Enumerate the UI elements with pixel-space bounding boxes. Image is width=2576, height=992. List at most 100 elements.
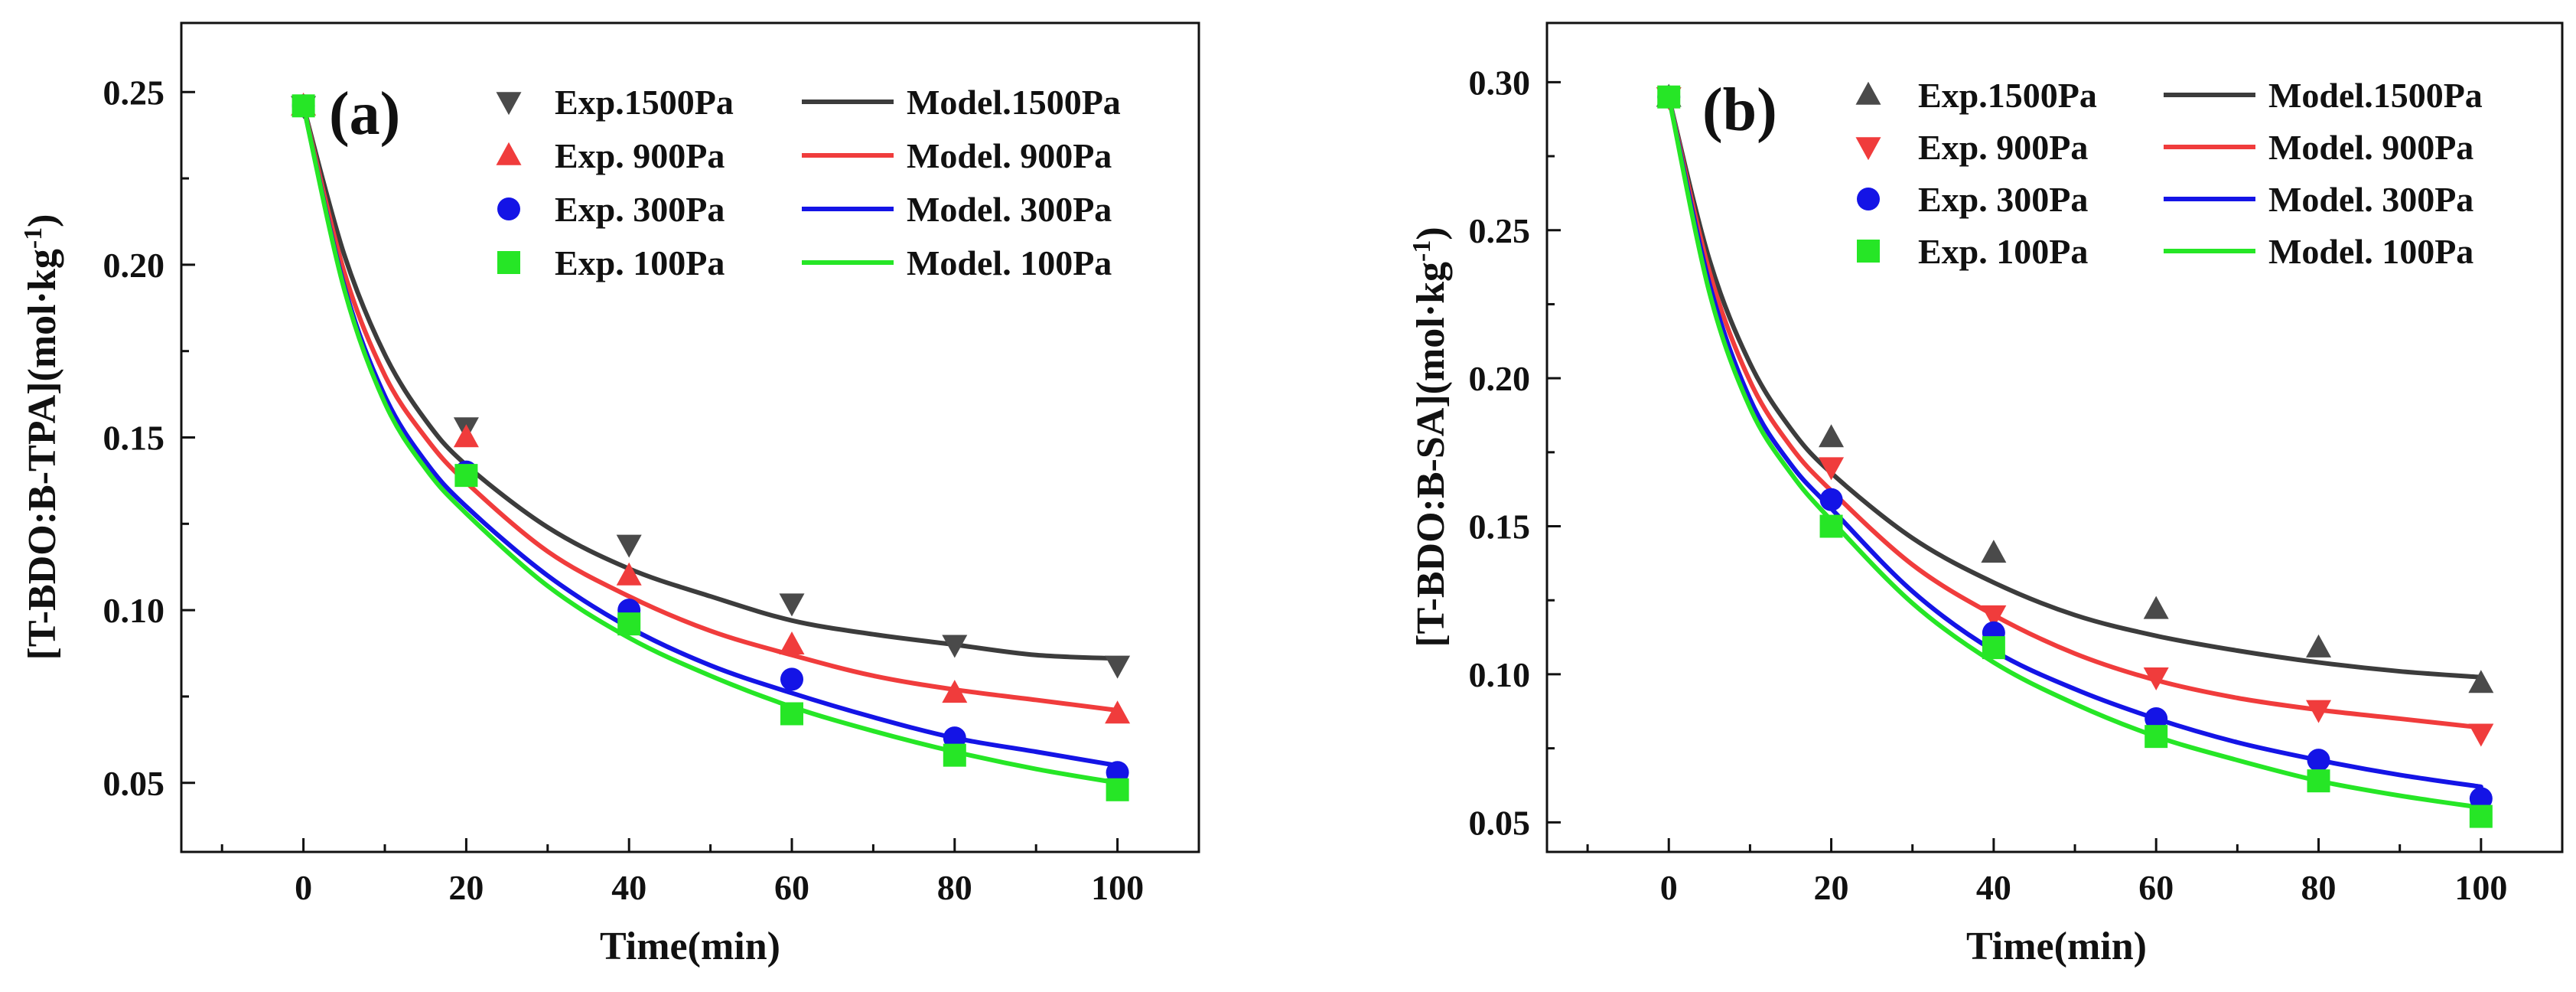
legend-label: Exp.1500Pa <box>555 83 734 122</box>
legend-marker <box>1855 137 1881 161</box>
plot-frame <box>1545 21 2564 853</box>
x-tick-label: 0 <box>295 868 312 907</box>
panel-b: 0 20 40 60 80 100 0.05 0.10 0.15 0.20 0.25 0.30 Time… <box>1408 21 2564 968</box>
data-point <box>1105 655 1131 679</box>
x-tick-label: 100 <box>2454 868 2507 907</box>
y-tick-label: 0.10 <box>103 591 165 630</box>
y-tick-label: 0.10 <box>1469 655 1531 694</box>
data-point <box>2468 670 2494 693</box>
data-point <box>1819 424 1845 448</box>
data-point <box>779 631 805 654</box>
legend-label: Model. 100Pa <box>2268 232 2473 271</box>
data-point <box>943 743 966 767</box>
data-point <box>2306 634 2332 658</box>
x-tick-label: 100 <box>1091 868 1144 907</box>
data-point <box>780 702 803 726</box>
data-point <box>1657 85 1681 109</box>
y-tick-label: 0.25 <box>1469 211 1531 250</box>
y-tick-label: 0.20 <box>1469 359 1531 398</box>
y-axis-title: [T-BDO:B-SA](mol·kg-1) <box>1408 227 1454 647</box>
legend-marker <box>1857 188 1880 210</box>
model-curve-model1500pa <box>1666 94 2483 680</box>
x-tick-label: 80 <box>937 868 972 907</box>
legend-label: Exp. 300Pa <box>555 190 725 229</box>
x-tick-label: 60 <box>2138 868 2174 907</box>
data-point <box>2469 787 2493 811</box>
legend: Exp.1500Pa Exp. 900Pa Exp. 300Pa Exp. 100Pa… <box>1855 76 2483 271</box>
y-tick-label: 0.30 <box>1469 63 1531 102</box>
data-point <box>1981 605 2007 628</box>
data-point <box>2144 706 2168 730</box>
y-axis-title-close: ) <box>21 214 64 227</box>
data-point <box>1819 457 1845 481</box>
data-point <box>2307 769 2330 793</box>
legend-label: Exp. 900Pa <box>1918 128 2088 167</box>
data-point <box>2469 804 2493 828</box>
model-curve-model1500pa <box>301 103 1120 661</box>
x-tick-label: 20 <box>448 868 484 907</box>
legend: Exp.1500Pa Exp. 900Pa Exp. 300Pa Exp. 100Pa… <box>496 83 1121 282</box>
legend-marker <box>497 251 520 274</box>
legend-label: Exp. 300Pa <box>1918 180 2088 219</box>
legend-marker <box>497 197 520 220</box>
legend-marker <box>496 92 522 116</box>
legend-label: Exp. 100Pa <box>555 243 725 282</box>
panel-label: (a) <box>329 80 400 148</box>
legend-label: Model. 300Pa <box>2268 180 2473 219</box>
y-tick-label: 0.15 <box>103 419 165 458</box>
exp-series-exp100pa <box>291 94 1129 801</box>
y-tick-label: 0.15 <box>1469 507 1531 547</box>
legend-label: Exp. 100Pa <box>1918 232 2088 271</box>
data-point <box>1105 700 1131 724</box>
data-point <box>616 534 642 558</box>
data-point <box>1982 636 2005 660</box>
legend-marker <box>1855 81 1881 105</box>
data-point <box>942 680 968 703</box>
exp-series-exp100pa <box>1657 85 2493 828</box>
legend-label: Model. 300Pa <box>907 190 1112 229</box>
y-axis-title: [T-BDO:B-TPA](mol·kg-1) <box>19 214 65 661</box>
y-axis-title-close: ) <box>1409 227 1453 240</box>
y-tick-label: 0.05 <box>103 764 165 803</box>
y-axis-title-superscript: -1 <box>19 227 47 249</box>
data-point <box>2143 667 2169 691</box>
x-tick-label: 80 <box>2301 868 2337 907</box>
legend-marker <box>496 142 522 165</box>
data-point <box>2307 749 2330 772</box>
data-point <box>942 635 968 658</box>
data-point <box>2143 596 2169 619</box>
y-axis-title-main: [T-BDO:B-SA](mol·kg <box>1409 262 1453 648</box>
data-point <box>291 94 315 118</box>
x-tick-label: 40 <box>1976 868 2011 907</box>
y-tick-label: 0.20 <box>103 246 165 285</box>
x-tick-label: 40 <box>611 868 646 907</box>
y-axis-title-main: [T-BDO:B-TPA](mol·kg <box>21 249 64 660</box>
legend-label: Model. 900Pa <box>2268 128 2473 167</box>
data-point <box>1819 488 1843 511</box>
data-point <box>1106 761 1129 785</box>
data-point <box>1106 778 1129 801</box>
legend-label: Model.1500Pa <box>2268 76 2483 115</box>
data-point <box>453 424 479 448</box>
x-tick-label: 60 <box>774 868 809 907</box>
data-point <box>616 562 642 586</box>
y-tick-label: 0.25 <box>103 73 165 112</box>
data-point <box>779 593 805 617</box>
data-point <box>1819 514 1843 538</box>
data-point <box>780 667 803 691</box>
legend-label: Exp.1500Pa <box>1918 76 2097 115</box>
exp-series-exp1500pa <box>1656 83 2494 693</box>
legend-label: Exp. 900Pa <box>555 136 725 175</box>
x-tick-label: 20 <box>1814 868 1849 907</box>
y-tick-label: 0.05 <box>1469 803 1531 842</box>
data-point <box>943 726 966 750</box>
data-point <box>454 464 478 488</box>
exp-series-exp1500pa <box>291 96 1131 679</box>
panel-label: (b) <box>1702 77 1777 144</box>
panel-a: 0 20 40 60 80 100 0.05 0.10 0.15 0.20 0.25 Time(min… <box>19 21 1200 968</box>
y-axis-title-superscript: -1 <box>1408 240 1436 262</box>
data-point <box>2468 723 2494 747</box>
x-axis-title: Time(min) <box>1966 925 2147 968</box>
